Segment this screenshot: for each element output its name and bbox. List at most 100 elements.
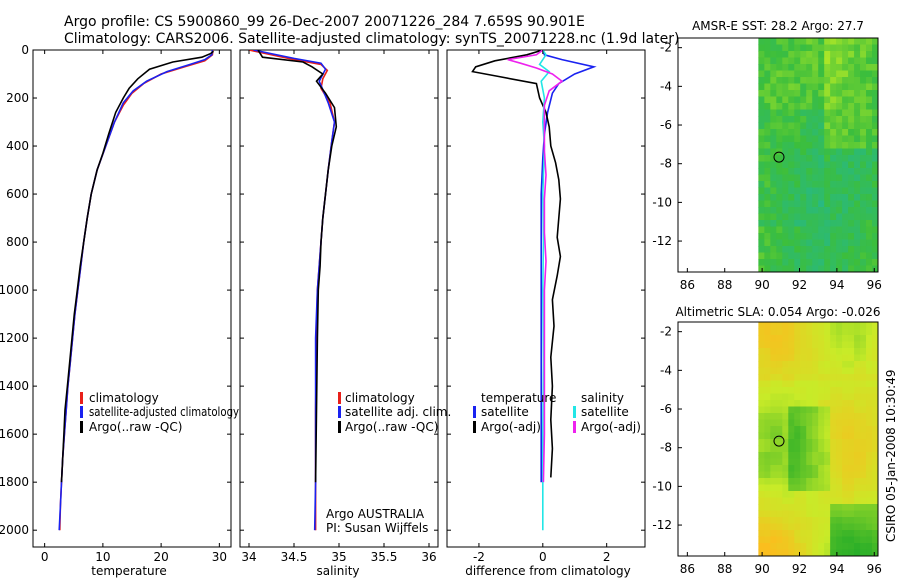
heatmap-cell: [842, 491, 849, 499]
heatmap-cell: [812, 213, 819, 221]
heatmap-cell: [758, 426, 765, 434]
heatmap-cell: [782, 439, 789, 447]
heatmap-cell: [812, 484, 819, 492]
heatmap-cell: [764, 226, 771, 234]
heatmap-cell: [818, 51, 825, 59]
heatmap-cell: [764, 233, 771, 241]
heatmap-cell: [806, 90, 813, 98]
heatmap-cell: [764, 116, 771, 124]
heatmap-cell: [794, 484, 801, 492]
series-line-satellite-adj-clim-: [253, 50, 336, 531]
heatmap-cell: [806, 96, 813, 104]
heatmap-cell: [836, 439, 843, 447]
heatmap-cell: [794, 543, 801, 551]
heatmap-cell: [830, 142, 837, 150]
heatmap-cell: [758, 142, 765, 150]
heatmap-cell: [764, 246, 771, 254]
heatmap-cell: [818, 341, 825, 349]
heatmap-cell: [830, 497, 837, 505]
heatmap-cell: [854, 233, 861, 241]
heatmap-cell: [770, 406, 777, 414]
heatmap-cell: [794, 103, 801, 111]
legend-label-climatology: climatology: [345, 391, 415, 405]
heatmap-cell: [776, 341, 783, 349]
heatmap-cell: [776, 322, 783, 330]
heatmap-cell: [818, 484, 825, 492]
heatmap-cell: [770, 122, 777, 130]
heatmap-cell: [794, 38, 801, 46]
heatmap-cell: [770, 83, 777, 91]
heatmap-cell: [764, 452, 771, 460]
heatmap-cell: [812, 406, 819, 414]
heatmap-cell: [866, 129, 873, 137]
heatmap-cell: [818, 239, 825, 247]
heatmap-cell: [764, 348, 771, 356]
heatmap-cell: [812, 135, 819, 143]
heatmap-cell: [866, 213, 873, 221]
heatmap-cell: [824, 400, 831, 408]
heatmap-cell: [794, 233, 801, 241]
heatmap-cell: [854, 64, 861, 72]
heatmap-cell: [788, 367, 795, 375]
heatmap-cell: [842, 432, 849, 440]
heatmap-cell: [818, 194, 825, 202]
heatmap-cell: [764, 426, 771, 434]
heatmap-cell: [788, 252, 795, 260]
heatmap-cell: [854, 458, 861, 466]
heatmap-cell: [776, 419, 783, 427]
heatmap-cell: [806, 239, 813, 247]
heatmap-cell: [758, 419, 765, 427]
heatmap-cell: [818, 523, 825, 531]
heatmap-cell: [770, 452, 777, 460]
heatmap-cell: [830, 51, 837, 59]
heatmap-cell: [794, 51, 801, 59]
heatmap-cell: [854, 465, 861, 473]
heatmap-cell: [872, 51, 878, 59]
heatmap-cell: [788, 445, 795, 453]
heatmap-cell: [758, 458, 765, 466]
heatmap-cell: [842, 246, 849, 254]
heatmap-cell: [788, 400, 795, 408]
heatmap-cell: [776, 504, 783, 512]
heatmap-cell: [836, 142, 843, 150]
heatmap-cell: [830, 83, 837, 91]
heatmap-cell: [800, 367, 807, 375]
heatmap-cell: [770, 465, 777, 473]
heatmap-cell: [866, 439, 873, 447]
heatmap-cell: [800, 181, 807, 189]
heatmap-cell: [842, 465, 849, 473]
heatmap-cell: [788, 77, 795, 85]
heatmap-cell: [854, 380, 861, 388]
sla-map-title: Altimetric SLA: 0.054 Argo: -0.026: [675, 305, 880, 319]
heatmap-cell: [758, 64, 765, 72]
heatmap-cell: [758, 335, 765, 343]
sla-ticks: 86 88 90 92 94 96-2-4-6-8-10-12: [652, 325, 882, 576]
heatmap-cell: [782, 64, 789, 72]
heatmap-cell: [848, 322, 855, 330]
heatmap-cell: [830, 504, 837, 512]
heatmap-cell: [812, 341, 819, 349]
heatmap-cell: [866, 452, 873, 460]
heatmap-cell: [872, 367, 878, 375]
series-line-salinity-argo-adj-: [507, 50, 564, 483]
heatmap-cell: [770, 109, 777, 117]
heatmap-cell: [776, 445, 783, 453]
heatmap-cell: [830, 484, 837, 492]
legend-swatch-satellite-adj: [338, 406, 341, 418]
heatmap-cell: [842, 51, 849, 59]
heatmap-cell: [758, 387, 765, 395]
heatmap-cell: [758, 400, 765, 408]
heatmap-cell: [776, 207, 783, 215]
heatmap-cell: [860, 348, 867, 356]
heatmap-cell: [830, 419, 837, 427]
heatmap-cell: [818, 465, 825, 473]
heatmap-cell: [848, 465, 855, 473]
heatmap-cell: [866, 341, 873, 349]
heatmap-cell: [770, 458, 777, 466]
heatmap-cell: [758, 44, 765, 52]
heatmap-cell: [770, 361, 777, 369]
heatmap-cell: [764, 400, 771, 408]
heatmap-cell: [854, 393, 861, 401]
heatmap-cell: [806, 44, 813, 52]
series-line-salinity-satellite: [538, 50, 551, 531]
